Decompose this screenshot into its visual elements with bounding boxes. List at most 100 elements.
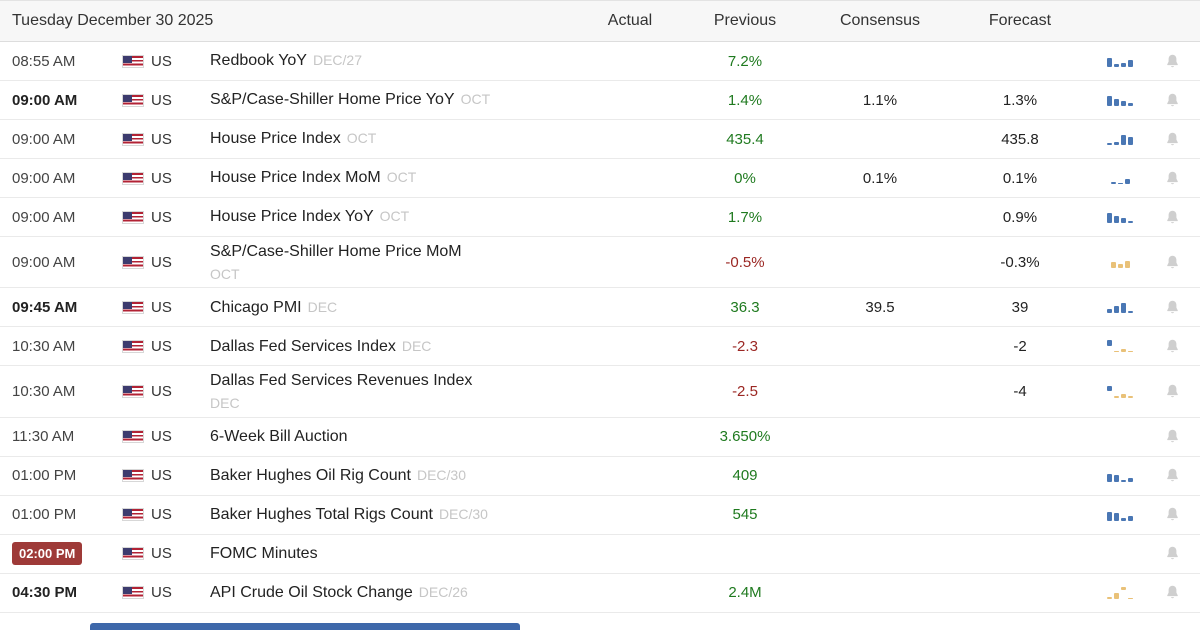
country-cell: US [122,580,210,605]
chart-bar [1121,303,1126,314]
bell-icon[interactable] [1150,205,1200,230]
time-label: 11:30 AM [12,428,75,446]
event-link[interactable]: S&P/Case-Shiller Home Price MoM [210,243,462,260]
chart-icon[interactable] [1090,382,1150,402]
bell-icon[interactable] [1150,463,1200,488]
previous-value: 435.4 [726,130,764,148]
event-link[interactable]: Redbook YoY [210,52,307,70]
event-cell: Dallas Fed Services Revenues Index DEC [210,366,580,416]
calendar-row[interactable]: 09:00 AM US S&P/Case-Shiller Home Price … [0,237,1200,289]
bell-icon[interactable] [1150,250,1200,275]
calendar-row[interactable]: 11:30 AM US 6-Week Bill Auction 3.650% [0,417,1200,457]
actual-value [580,57,680,65]
calendar-row[interactable]: 09:00 AM US House Price Index OCT 435.4 4… [0,120,1200,159]
event-link[interactable]: API Crude Oil Stock Change [210,584,413,602]
us-flag-icon [122,339,144,353]
bell-icon-glyph [1166,430,1178,443]
event-link[interactable]: Dallas Fed Services Revenues Index [210,372,473,390]
chart-icon[interactable] [1090,90,1150,110]
bell-icon[interactable] [1150,502,1200,527]
time-cell: 09:00 AM [0,166,122,191]
country-cell: US [122,295,210,320]
bell-icon[interactable] [1150,424,1200,449]
country-cell: US [122,250,210,275]
next-row-partial [90,622,520,630]
chart-icon[interactable] [1090,336,1150,356]
event-period: DEC [307,298,338,315]
consensus-value [810,472,950,480]
event-link[interactable]: Dallas Fed Services Index [210,337,396,355]
bell-icon[interactable] [1150,379,1200,404]
bell-icon-glyph [1166,93,1178,106]
chart-bar [1107,340,1112,346]
calendar-row[interactable]: 10:30 AM US Dallas Fed Services Index DEC… [0,327,1200,367]
previous-value: 36.3 [730,298,760,316]
calendar-row[interactable]: 09:00 AM US House Price Index MoM OCT 0% … [0,159,1200,198]
us-flag-icon [122,508,144,522]
bell-icon[interactable] [1150,334,1200,359]
calendar-row[interactable]: 08:55 AM US Redbook YoY DEC/27 7.2% [0,42,1200,81]
bell-icon[interactable] [1150,295,1200,320]
country-label: US [151,169,172,187]
calendar-row[interactable]: 02:00 PM US FOMC Minutes [0,534,1200,574]
consensus-value: 39.5 [865,298,895,316]
event-link[interactable]: House Price Index MoM [210,169,381,187]
chart-bar [1121,63,1126,67]
chart-icon[interactable] [1090,583,1150,603]
previous-value: 7.2% [727,52,763,70]
event-link[interactable]: FOMC Minutes [210,545,318,563]
event-link[interactable]: Baker Hughes Total Rigs Count [210,506,433,524]
chart-bar [1128,478,1133,482]
event-cell: Redbook YoY DEC/27 [210,46,580,76]
time-label: 09:00 AM [12,208,76,226]
time-cell: 01:00 PM [0,502,122,527]
bell-icon[interactable] [1150,580,1200,605]
bell-icon[interactable] [1150,88,1200,113]
consensus-value: 0.1% [862,169,898,187]
chart-bar [1128,103,1133,106]
chart-icon[interactable] [1090,51,1150,71]
chart-bar [1121,479,1126,482]
calendar-row[interactable]: 01:00 PM US Baker Hughes Total Rigs Coun… [0,495,1200,535]
calendar-row[interactable]: 04:30 PM US API Crude Oil Stock Change DE… [0,573,1200,613]
previous-value: 545 [732,506,758,524]
chart-icon[interactable] [1090,505,1150,525]
chart-bar [1107,96,1112,106]
chart-icon[interactable] [1090,466,1150,486]
bell-icon[interactable] [1150,127,1200,152]
chart-icon[interactable] [1090,168,1150,188]
country-label: US [151,337,172,355]
chart-icon[interactable] [1090,207,1150,227]
forecast-value [950,57,1090,65]
us-flag-icon [122,210,144,224]
us-flag-icon [122,469,144,483]
event-link[interactable]: House Price Index [210,130,341,148]
calendar-row[interactable]: 10:30 AM US Dallas Fed Services Revenues… [0,366,1200,418]
bell-icon[interactable] [1150,166,1200,191]
country-label: US [151,545,172,563]
country-cell: US [122,166,210,191]
chart-icon[interactable] [1090,252,1150,272]
chart-bar [1114,306,1119,314]
forecast-value [950,511,1090,519]
chart-icon[interactable] [1090,297,1150,317]
calendar-row[interactable]: 09:00 AM US House Price Index YoY OCT 1.7… [0,198,1200,237]
us-flag-icon [122,547,144,561]
calendar-row[interactable]: 09:00 AM US S&P/Case-Shiller Home Price … [0,81,1200,120]
calendar-row[interactable]: 01:00 PM US Baker Hughes Oil Rig Count DE… [0,456,1200,496]
event-period: DEC/30 [438,506,488,523]
bell-icon-glyph [1166,255,1178,268]
calendar-row[interactable]: 09:45 AM US Chicago PMI DEC 36.3 39.5 39 [0,288,1200,328]
bell-icon-glyph [1166,210,1178,223]
event-link[interactable]: S&P/Case-Shiller Home Price YoY [210,91,455,109]
bell-icon-glyph [1166,586,1178,599]
bell-icon[interactable] [1150,49,1200,74]
chart-icon[interactable] [1090,129,1150,149]
event-link[interactable]: 6-Week Bill Auction [210,428,348,446]
event-link[interactable]: House Price Index YoY [210,208,374,226]
event-link[interactable]: Chicago PMI [210,298,302,316]
event-link[interactable]: Baker Hughes Oil Rig Count [210,467,411,485]
bell-icon[interactable] [1150,541,1200,566]
bell-icon-glyph [1166,384,1178,398]
time-label: 01:00 PM [12,467,77,485]
